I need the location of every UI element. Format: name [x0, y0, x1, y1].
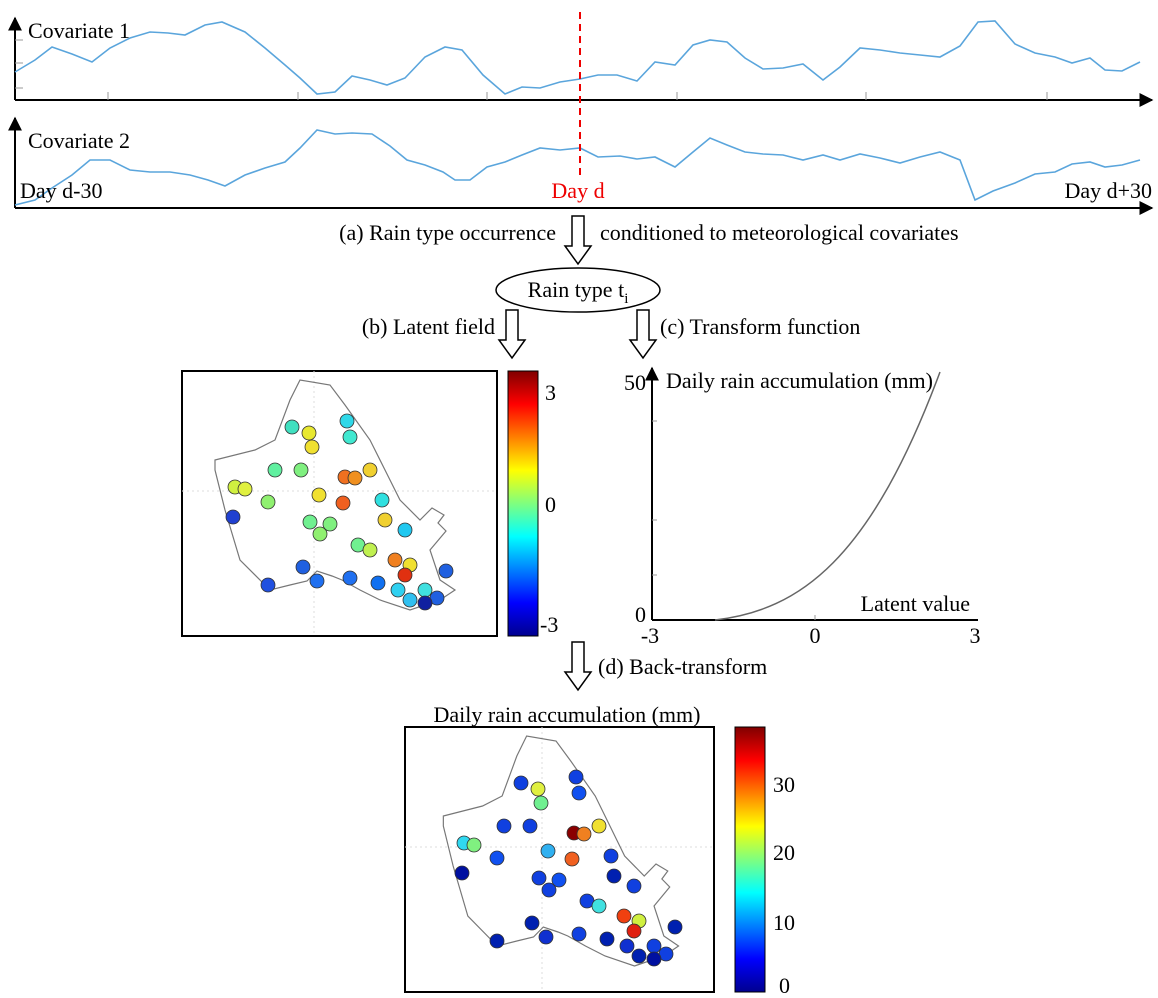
colorbar [507, 370, 539, 637]
latent-map [181, 370, 498, 637]
rain-type-node [495, 267, 661, 313]
axis-label: Latent value [861, 591, 970, 616]
covariate-label: Covariate 1 [28, 18, 130, 43]
arrow [564, 641, 592, 691]
colorbar-tick-label: 3 [545, 380, 556, 405]
map-title: Daily rain accumulation (mm) [434, 702, 701, 727]
node-subscript: i [624, 291, 628, 307]
colorbar-tick-label: 10 [773, 910, 795, 935]
colorbar-tick-label: 20 [773, 840, 795, 865]
colorbar-tick-label: 0 [545, 492, 556, 517]
day-label: Day d [551, 178, 604, 203]
axis-label: Daily rain accumulation (mm) [666, 368, 933, 393]
covariate-2-line [14, 129, 1141, 206]
arrow [498, 309, 526, 359]
step-label: (a) Rain type occurrence [339, 220, 556, 245]
tick-label: -3 [641, 623, 659, 648]
colorbar-tick-label: 0 [779, 973, 790, 998]
tick-label: 0 [635, 602, 646, 627]
tick-label: 50 [624, 370, 646, 395]
arrow [629, 309, 657, 359]
tick-label: 0 [810, 623, 821, 648]
transform-plot: Daily rain accumulation (mm) Latent valu… [624, 366, 981, 648]
step-label: (b) Latent field [362, 314, 495, 339]
node-text: Rain type t [528, 277, 625, 302]
covariate-1-line [14, 20, 1141, 95]
covariate-axes [7, 16, 1154, 215]
rain-map [404, 726, 715, 993]
colorbar-tick-label: 30 [773, 772, 795, 797]
colorbar-tick-label: -3 [540, 612, 558, 637]
covariate-label: Covariate 2 [28, 128, 130, 153]
colorbar [734, 726, 766, 993]
node-label: Rain type ti [528, 277, 629, 307]
step-label: (c) Transform function [660, 314, 860, 339]
step-label: (d) Back-transform [598, 654, 767, 679]
day-label: Day d+30 [1064, 178, 1152, 203]
arrow [564, 215, 592, 265]
transform-curve [714, 371, 941, 621]
day-label: Day d-30 [20, 178, 102, 203]
step-label: conditioned to meteorological covariates [600, 220, 959, 245]
tick-label: 3 [970, 623, 981, 648]
